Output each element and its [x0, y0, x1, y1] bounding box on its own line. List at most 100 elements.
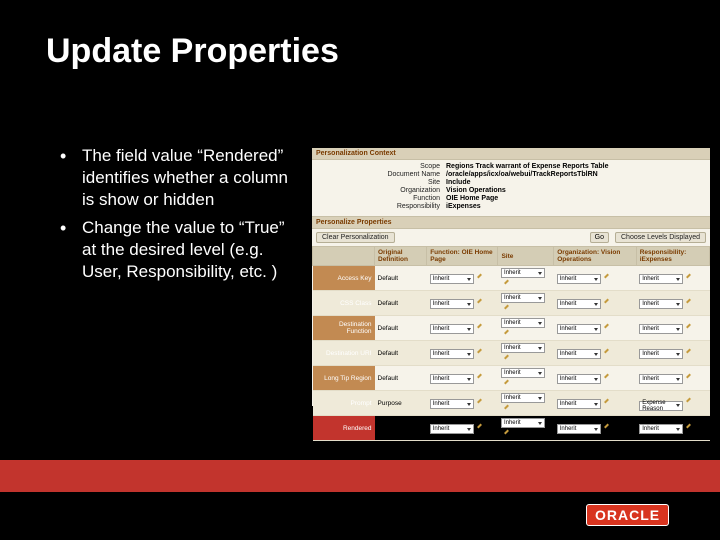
value-select[interactable]: Inherit [557, 424, 601, 434]
pencil-icon[interactable] [476, 397, 484, 405]
pencil-icon[interactable] [685, 396, 693, 404]
pencil-icon[interactable] [476, 272, 484, 280]
chevron-down-icon [594, 303, 598, 306]
pencil-icon[interactable] [476, 347, 484, 355]
chevron-down-icon [594, 353, 598, 356]
value-select[interactable]: Inherit [430, 424, 474, 434]
property-row-label: Rendered [313, 416, 375, 441]
property-value-cell: Inherit [498, 416, 554, 441]
chevron-down-icon [676, 378, 680, 381]
chevron-down-icon [676, 328, 680, 331]
value-select[interactable]: Inherit [557, 349, 601, 359]
chevron-down-icon [594, 328, 598, 331]
properties-section-header: Personalize Properties [312, 216, 710, 229]
chevron-down-icon [467, 403, 471, 406]
value-select[interactable]: Inherit [557, 274, 601, 284]
pencil-icon[interactable] [685, 322, 693, 330]
pencil-icon[interactable] [685, 347, 693, 355]
value-select[interactable]: Inherit [639, 424, 683, 434]
table-row: CSS ClassDefaultInheritInheritInheritInh… [313, 291, 710, 316]
property-row-label: Access Key [313, 266, 375, 291]
table-row: PromptPurposeInheritInheritInheritExpens… [313, 391, 710, 416]
property-value-cell: Inherit [427, 391, 498, 416]
chevron-down-icon [467, 428, 471, 431]
pencil-icon[interactable] [503, 378, 511, 386]
pencil-icon[interactable] [503, 353, 511, 361]
chevron-down-icon [538, 272, 542, 275]
original-definition-cell: Default [375, 291, 427, 316]
pencil-icon[interactable] [603, 372, 611, 380]
col-header: Organization: Vision Operations [554, 247, 636, 266]
pencil-icon[interactable] [685, 422, 693, 430]
embedded-screenshot: Personalization Context Scope Regions Tr… [312, 148, 710, 406]
chevron-down-icon [594, 428, 598, 431]
original-definition-cell: Default [375, 316, 427, 341]
value-select[interactable]: Inherit [557, 324, 601, 334]
property-value-cell: Inherit [554, 391, 636, 416]
value-select[interactable]: Inherit [501, 368, 545, 378]
value-select[interactable]: Inherit [430, 374, 474, 384]
pencil-icon[interactable] [503, 278, 511, 286]
clear-personalization-button[interactable]: Clear Personalization [316, 232, 395, 243]
value-select[interactable]: Inherit [430, 324, 474, 334]
value-select[interactable]: Inherit [430, 274, 474, 284]
chevron-down-icon [538, 347, 542, 350]
pencil-icon[interactable] [503, 303, 511, 311]
pencil-icon[interactable] [603, 397, 611, 405]
pencil-icon[interactable] [603, 272, 611, 280]
properties-toolbar: Clear Personalization Go Choose Levels D… [312, 229, 710, 246]
pencil-icon[interactable] [685, 372, 693, 380]
pencil-icon[interactable] [503, 403, 511, 411]
context-row: Document Name /oracle/apps/icx/oa/webui/… [316, 171, 706, 178]
value-select[interactable]: Inherit [557, 399, 601, 409]
value-select[interactable]: Inherit [639, 349, 683, 359]
property-row-label: Destination URI [313, 341, 375, 366]
property-value-cell: Expense Reason [636, 391, 709, 416]
value-select[interactable]: Inherit [430, 299, 474, 309]
pencil-icon[interactable] [476, 297, 484, 305]
value-select[interactable]: Inherit [557, 299, 601, 309]
value-select[interactable]: Inherit [501, 418, 545, 428]
value-select[interactable]: Expense Reason [639, 401, 683, 411]
pencil-icon[interactable] [685, 272, 693, 280]
chevron-down-icon [594, 403, 598, 406]
property-value-cell: Inherit [427, 366, 498, 391]
choose-levels-button[interactable]: Choose Levels Displayed [615, 232, 706, 243]
pencil-icon[interactable] [603, 422, 611, 430]
pencil-icon[interactable] [503, 428, 511, 436]
context-label: Document Name [316, 171, 446, 178]
property-value-cell: Inherit [554, 416, 636, 441]
value-select[interactable]: Inherit [501, 293, 545, 303]
value-select[interactable]: Inherit [430, 399, 474, 409]
pencil-icon[interactable] [603, 322, 611, 330]
value-select[interactable]: Inherit [639, 299, 683, 309]
value-select[interactable]: Inherit [430, 349, 474, 359]
go-button[interactable]: Go [590, 232, 609, 243]
col-header: Original Definition [375, 247, 427, 266]
pencil-icon[interactable] [603, 297, 611, 305]
chevron-down-icon [467, 328, 471, 331]
pencil-icon[interactable] [476, 422, 484, 430]
value-select[interactable]: Inherit [501, 318, 545, 328]
value-select[interactable]: Inherit [639, 274, 683, 284]
chevron-down-icon [594, 378, 598, 381]
pencil-icon[interactable] [603, 347, 611, 355]
property-value-cell: Inherit [636, 291, 709, 316]
context-row: Site Include [316, 179, 706, 186]
pencil-icon[interactable] [685, 297, 693, 305]
pencil-icon[interactable] [476, 322, 484, 330]
property-value-cell: Inherit [554, 341, 636, 366]
original-definition-cell: Default [375, 266, 427, 291]
value-select[interactable]: Inherit [557, 374, 601, 384]
value-select[interactable]: Inherit [501, 268, 545, 278]
pencil-icon[interactable] [503, 328, 511, 336]
value-select[interactable]: Inherit [501, 343, 545, 353]
value-select[interactable]: Inherit [501, 393, 545, 403]
pencil-icon[interactable] [476, 372, 484, 380]
value-select[interactable]: Inherit [639, 324, 683, 334]
property-row-label: Long Tip Region [313, 366, 375, 391]
context-row: Responsibility iExpenses [316, 203, 706, 210]
value-select[interactable]: Inherit [639, 374, 683, 384]
property-row-label: CSS Class [313, 291, 375, 316]
chevron-down-icon [538, 297, 542, 300]
